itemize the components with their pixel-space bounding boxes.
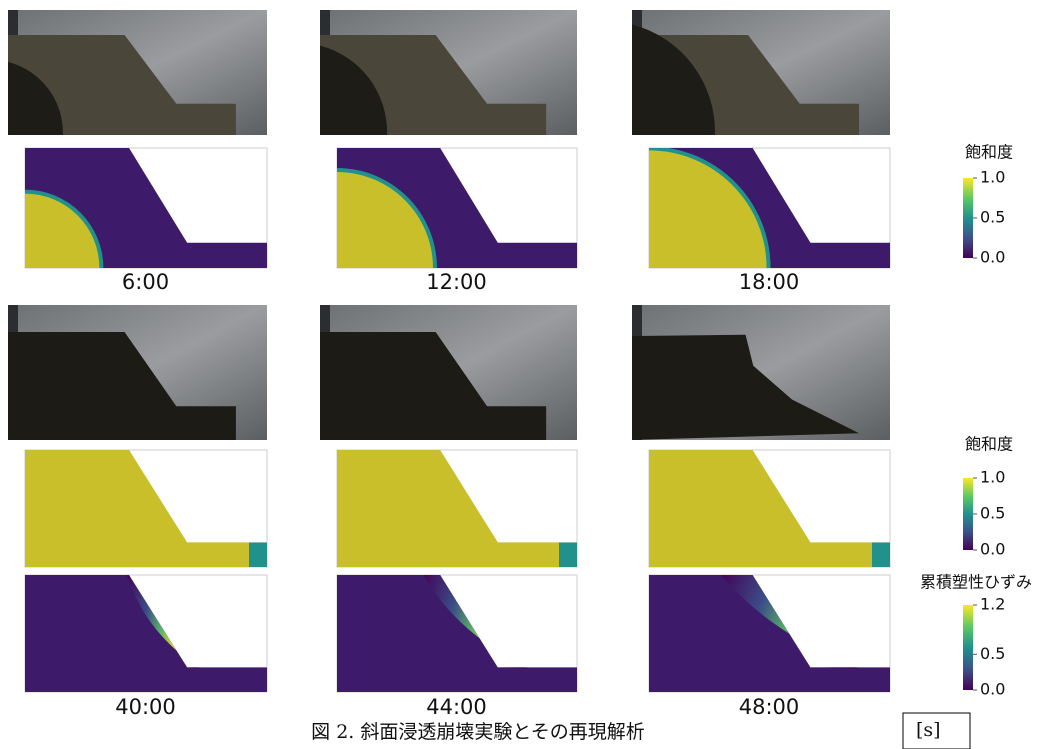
colorbar (963, 605, 973, 690)
field (249, 542, 267, 567)
colorbar-tick-label: 0.5 (980, 644, 1005, 663)
field (872, 542, 890, 567)
photo (8, 305, 267, 440)
unit-label: [s] (916, 719, 941, 741)
simulation (337, 575, 577, 692)
time-label: 12:00 (426, 270, 487, 294)
simulation (25, 575, 267, 692)
photo (320, 10, 577, 135)
colorbar-tick-label: 1.0 (980, 168, 1005, 187)
photo (320, 305, 577, 440)
time-label: 48:00 (739, 695, 800, 719)
photo (632, 10, 890, 135)
caption: 図 2. 斜面浸透崩壊実験とその再現解析 (311, 721, 645, 743)
toe-wet (559, 542, 577, 567)
simulation (649, 450, 890, 567)
colorbar-tick-label: 0.0 (980, 540, 1005, 559)
simulation (337, 450, 577, 567)
colorbar-tick-label: 0.0 (980, 248, 1005, 267)
toe-wet (872, 542, 890, 567)
time-label: 6:00 (122, 270, 169, 294)
colorbar (963, 178, 973, 258)
colorbar-title: 累積塑性ひずみ (920, 573, 1032, 592)
photo (632, 305, 890, 440)
field (559, 542, 577, 567)
colorbar (963, 478, 973, 550)
simulation (25, 450, 267, 567)
time-label: 18:00 (739, 270, 800, 294)
colorbar-tick-label: 0.5 (980, 504, 1005, 523)
toe-wet (249, 542, 267, 567)
photo (8, 10, 267, 135)
colorbar-tick-label: 0.5 (980, 208, 1005, 227)
colorbar-tick-label: 1.0 (980, 468, 1005, 487)
colorbar-tick-label: 1.2 (980, 595, 1005, 614)
figure: 図 2. 斜面浸透崩壊実験とその再現解析 [s] 6:00 12:00 18:00 4… (0, 0, 1063, 749)
simulation (649, 575, 890, 692)
colorbar-title: 飽和度 (965, 435, 1013, 454)
colorbar-tick-label: 0.0 (980, 680, 1005, 699)
time-label: 40:00 (115, 695, 176, 719)
time-label: 44:00 (426, 695, 487, 719)
colorbar-title: 飽和度 (965, 143, 1013, 162)
